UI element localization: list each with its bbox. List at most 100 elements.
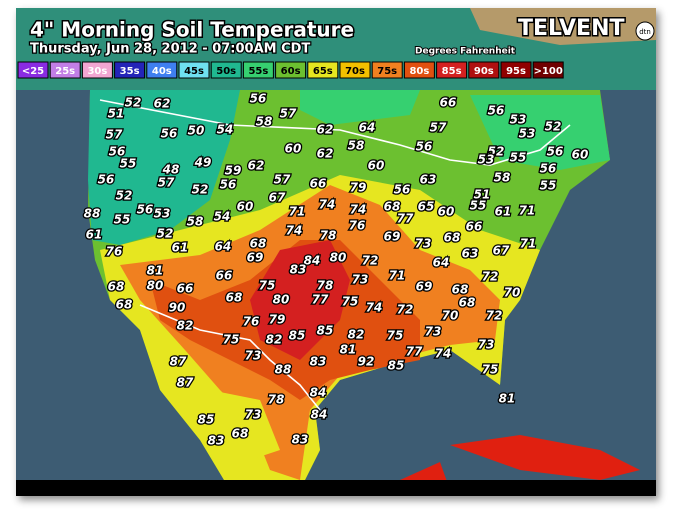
- reading: 74: [286, 224, 303, 238]
- reading: 56: [540, 162, 557, 176]
- legend-swatch: [81, 61, 113, 79]
- reading: 68: [108, 280, 125, 294]
- reading: 69: [247, 251, 264, 265]
- legend: <25 25s 30s 35s 40s 45s 50s 55s 60s 65s 70s 75s 80s 8…: [17, 61, 564, 79]
- brand: TELVENT: [518, 16, 625, 41]
- legend-swatch: [339, 61, 371, 79]
- reading: 80: [147, 279, 164, 293]
- reading: 50: [188, 124, 205, 138]
- legend-swatch: [532, 61, 564, 79]
- reading: 72: [362, 254, 379, 268]
- reading: 74: [350, 203, 367, 217]
- reading: 53: [510, 113, 527, 127]
- reading: 62: [317, 147, 334, 161]
- reading: 71: [519, 204, 536, 218]
- reading: 82: [266, 333, 283, 347]
- reading: 78: [320, 229, 337, 243]
- reading: 81: [340, 343, 357, 357]
- reading: 87: [170, 355, 187, 369]
- reading: 73: [245, 408, 262, 422]
- reading: 56: [394, 183, 411, 197]
- legend-label: 95s: [506, 66, 526, 77]
- legend-swatch: [500, 61, 532, 79]
- reading: 54: [217, 123, 234, 137]
- reading: 58: [187, 215, 204, 229]
- reading: 83: [292, 433, 309, 447]
- reading: 60: [438, 205, 455, 219]
- reading: 73: [415, 237, 432, 251]
- legend-label: 25s: [55, 66, 75, 77]
- reading: 83: [208, 434, 225, 448]
- reading: 84: [304, 254, 321, 268]
- reading: 57: [106, 128, 123, 142]
- reading: 62: [154, 97, 171, 111]
- reading: 52: [192, 183, 209, 197]
- reading: 73: [425, 325, 442, 339]
- legend-swatch: [178, 61, 210, 79]
- reading: 58: [256, 115, 273, 129]
- reading: 62: [317, 123, 334, 137]
- legend-label: >100: [534, 66, 563, 77]
- reading: 64: [433, 256, 450, 270]
- reading: 74: [366, 301, 383, 315]
- legend-swatch: [403, 61, 435, 79]
- legend-swatch: [146, 61, 178, 79]
- reading: 88: [275, 363, 292, 377]
- reading: 66: [440, 96, 457, 110]
- reading: 54: [214, 210, 231, 224]
- reading: 60: [237, 200, 254, 214]
- reading: 70: [442, 309, 459, 323]
- reading: 76: [349, 219, 366, 233]
- reading: 75: [259, 279, 276, 293]
- reading: 57: [430, 121, 447, 135]
- reading: 48: [162, 163, 180, 177]
- legend-swatch: [436, 61, 468, 79]
- reading: 49: [194, 156, 212, 170]
- reading: 83: [310, 355, 327, 369]
- reading: 76: [106, 245, 123, 259]
- reading: 51: [108, 107, 125, 121]
- legend-label: 70s: [345, 66, 365, 77]
- legend-swatch: [114, 61, 146, 79]
- reading: 92: [358, 355, 375, 369]
- reading: 63: [420, 173, 437, 187]
- reading: 51: [474, 188, 491, 202]
- reading: 66: [466, 220, 483, 234]
- reading: 68: [226, 291, 243, 305]
- reading: 80: [273, 293, 290, 307]
- reading: 80: [330, 251, 347, 265]
- reading: 68: [459, 296, 476, 310]
- legend-swatch: [49, 61, 81, 79]
- reading: 67: [269, 191, 286, 205]
- reading: 68: [250, 237, 267, 251]
- reading: 68: [452, 283, 469, 297]
- reading: 68: [444, 231, 461, 245]
- reading: 60: [285, 142, 302, 156]
- reading: 56: [137, 203, 154, 217]
- reading: 60: [572, 148, 589, 162]
- reading: 71: [289, 205, 306, 219]
- reading: 67: [493, 244, 510, 258]
- reading: 64: [359, 121, 376, 135]
- legend-swatch: [17, 61, 49, 79]
- reading: 85: [317, 324, 334, 338]
- legend-label: <25: [22, 66, 44, 77]
- reading: 57: [158, 176, 175, 190]
- subtitle: Thursday, Jun 28, 2012 - 07:00AM CDT: [30, 42, 310, 57]
- reading: 61: [495, 205, 512, 219]
- reading: 66: [310, 177, 327, 191]
- reading: 71: [520, 237, 537, 251]
- reading: 73: [478, 338, 495, 352]
- reading: 75: [223, 333, 240, 347]
- reading: 57: [274, 173, 291, 187]
- reading: 73: [352, 273, 369, 287]
- reading: 53: [478, 153, 495, 167]
- reading: 84: [310, 386, 327, 400]
- reading: 61: [86, 228, 103, 242]
- reading: 76: [243, 315, 260, 329]
- reading: 56: [220, 178, 237, 192]
- reading: 56: [98, 173, 115, 187]
- reading: 77: [406, 345, 423, 359]
- legend-label: 50s: [216, 66, 236, 77]
